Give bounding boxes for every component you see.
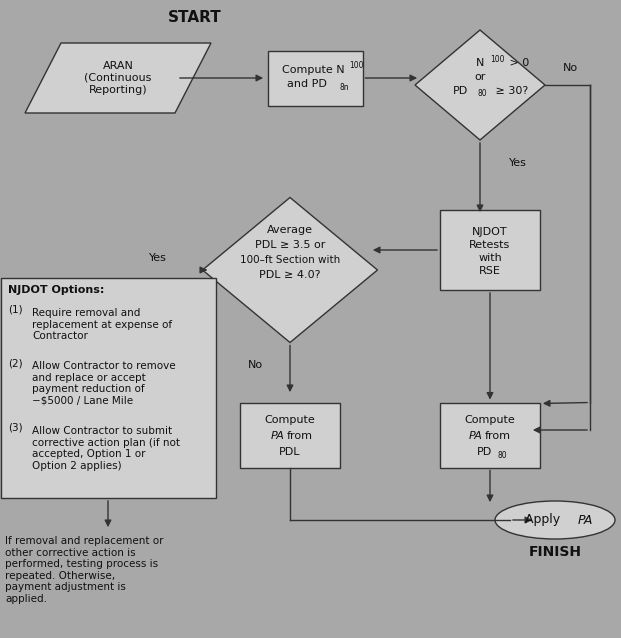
Text: Allow Contractor to remove
and replace or accept
payment reduction of
−$5000 / L: Allow Contractor to remove and replace o… bbox=[32, 361, 176, 406]
Text: (2): (2) bbox=[9, 358, 23, 368]
FancyBboxPatch shape bbox=[1, 278, 215, 498]
Text: Compute: Compute bbox=[265, 415, 315, 425]
FancyBboxPatch shape bbox=[240, 403, 340, 468]
Text: PD: PD bbox=[476, 447, 492, 457]
Text: from: from bbox=[287, 431, 313, 441]
Text: PDL: PDL bbox=[279, 447, 301, 457]
FancyBboxPatch shape bbox=[440, 403, 540, 468]
Text: with: with bbox=[478, 253, 502, 263]
Text: or: or bbox=[474, 72, 486, 82]
Text: Compute: Compute bbox=[465, 415, 515, 425]
Text: No: No bbox=[563, 63, 578, 73]
Text: 100: 100 bbox=[490, 56, 504, 64]
Text: If removal and replacement or
other corrective action is
performed, testing proc: If removal and replacement or other corr… bbox=[5, 536, 163, 604]
Text: No: No bbox=[247, 360, 263, 370]
Polygon shape bbox=[202, 198, 378, 343]
Text: RSE: RSE bbox=[479, 266, 501, 276]
Text: > 0: > 0 bbox=[506, 58, 529, 68]
Text: 100: 100 bbox=[349, 61, 363, 71]
Text: Retests: Retests bbox=[469, 240, 510, 250]
Text: PD: PD bbox=[452, 86, 468, 96]
Text: Average: Average bbox=[267, 225, 313, 235]
Text: NJDOT Options:: NJDOT Options: bbox=[9, 285, 105, 295]
Text: PDL ≥ 4.0?: PDL ≥ 4.0? bbox=[259, 270, 321, 280]
Text: PA: PA bbox=[578, 514, 592, 526]
Text: Yes: Yes bbox=[509, 158, 527, 168]
Text: Require removal and
replacement at expense of
Contractor: Require removal and replacement at expen… bbox=[32, 308, 173, 341]
Text: NJDOT: NJDOT bbox=[472, 227, 508, 237]
Text: ≥ 30?: ≥ 30? bbox=[492, 86, 528, 96]
Text: Yes: Yes bbox=[149, 253, 167, 263]
Text: ARAN
(Continuous
Reporting): ARAN (Continuous Reporting) bbox=[84, 61, 152, 94]
Text: (3): (3) bbox=[9, 423, 23, 433]
Text: from: from bbox=[485, 431, 511, 441]
Text: Apply: Apply bbox=[525, 514, 564, 526]
Ellipse shape bbox=[495, 501, 615, 539]
Text: and PD: and PD bbox=[287, 79, 327, 89]
FancyBboxPatch shape bbox=[440, 210, 540, 290]
Text: PDL ≥ 3.5 or: PDL ≥ 3.5 or bbox=[255, 240, 325, 250]
Text: 100–ft Section with: 100–ft Section with bbox=[240, 255, 340, 265]
Text: 8n: 8n bbox=[339, 82, 348, 91]
Polygon shape bbox=[415, 30, 545, 140]
Text: 80: 80 bbox=[498, 450, 507, 459]
Text: (1): (1) bbox=[9, 305, 23, 315]
Text: PA: PA bbox=[271, 431, 285, 441]
Text: N: N bbox=[476, 58, 484, 68]
FancyBboxPatch shape bbox=[268, 50, 363, 105]
Text: Compute N: Compute N bbox=[282, 65, 344, 75]
Text: PA: PA bbox=[469, 431, 483, 441]
Text: 80: 80 bbox=[477, 89, 487, 98]
Text: START: START bbox=[168, 10, 222, 26]
Text: FINISH: FINISH bbox=[528, 545, 581, 559]
Text: Allow Contractor to submit
corrective action plan (if not
accepted, Option 1 or
: Allow Contractor to submit corrective ac… bbox=[32, 426, 181, 471]
Polygon shape bbox=[25, 43, 211, 113]
